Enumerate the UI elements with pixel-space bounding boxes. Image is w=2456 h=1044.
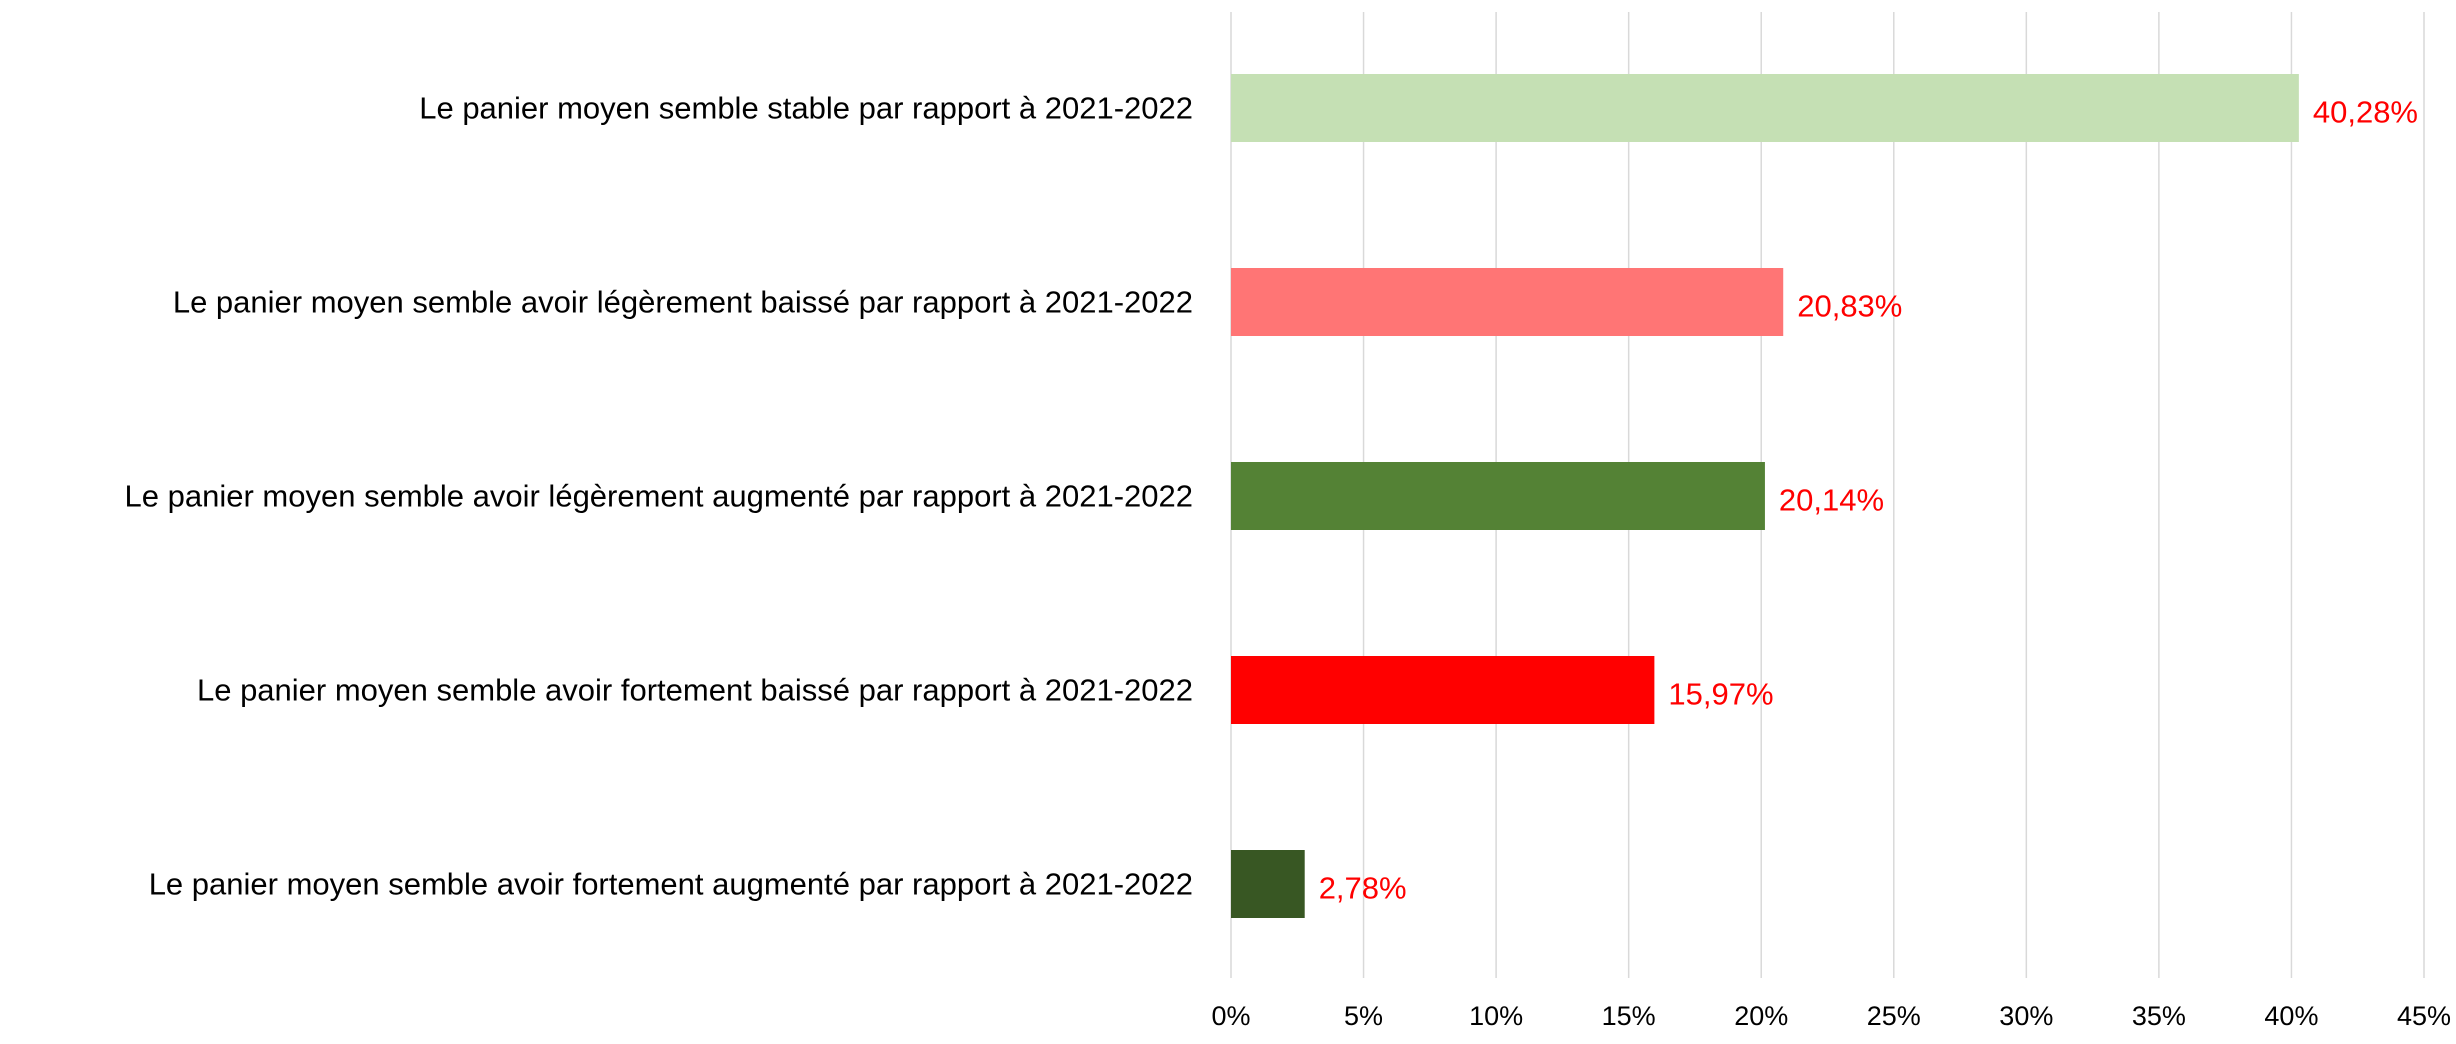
x-tick-label: 20% [1734,1001,1788,1031]
x-tick-label: 0% [1211,1001,1250,1031]
x-tick-label: 30% [1999,1001,2053,1031]
bar [1231,656,1655,724]
bar [1231,74,2299,142]
bar [1231,268,1784,336]
x-tick-label: 5% [1344,1001,1383,1031]
value-label: 15,97% [1668,677,1773,712]
value-label: 20,83% [1797,289,1902,324]
value-label: 40,28% [2313,95,2418,130]
category-label: Le panier moyen semble avoir légèrement … [173,285,1193,320]
category-label: Le panier moyen semble avoir fortement a… [149,867,1193,902]
category-label: Le panier moyen semble avoir légèrement … [125,479,1193,514]
x-tick-label: 25% [1867,1001,1921,1031]
x-tick-label: 35% [2132,1001,2186,1031]
tick-layer: 0% 5% 10% 15% 20% 25% 30% 35% 40% 45% [1211,1001,2451,1031]
label-layer: Le panier moyen semble stable par rappor… [125,91,2418,906]
value-label: 2,78% [1319,871,1407,906]
value-label: 20,14% [1779,483,1884,518]
x-tick-label: 15% [1602,1001,1656,1031]
x-tick-label: 45% [2397,1001,2451,1031]
x-tick-label: 40% [2264,1001,2318,1031]
bar [1231,850,1305,918]
bar-layer [1231,74,2299,918]
x-tick-label: 10% [1469,1001,1523,1031]
category-label: Le panier moyen semble stable par rappor… [419,91,1193,126]
category-label: Le panier moyen semble avoir fortement b… [197,673,1193,708]
bar [1231,462,1765,530]
